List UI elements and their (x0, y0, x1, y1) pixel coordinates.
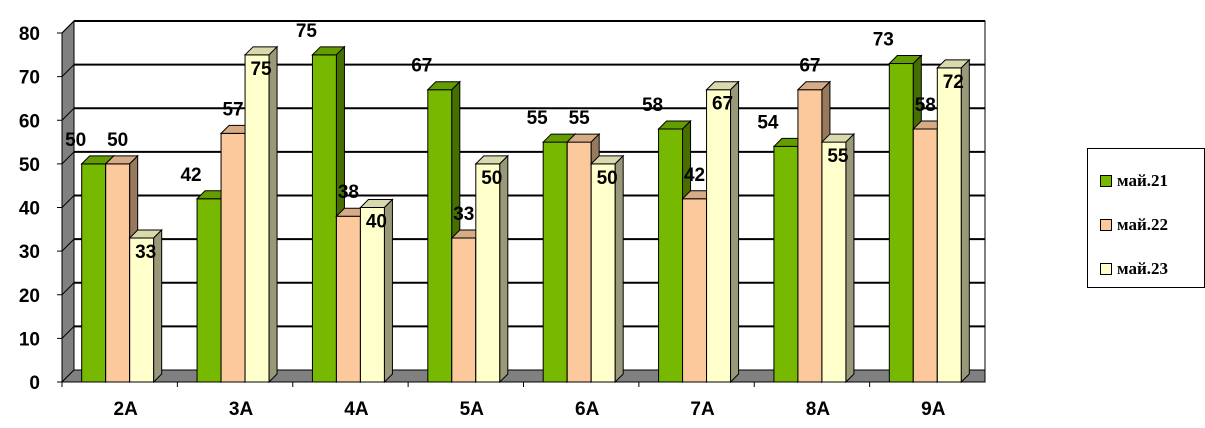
data-label: 55 (569, 108, 591, 129)
data-labels: 50 50 33 42 57 75 75 38 40 67 33 50 55 55 50 58 42 67 54 67… (65, 21, 964, 263)
data-label: 75 (250, 59, 272, 80)
gridline-side (61, 238, 75, 252)
bar-7А-май.23 (705, 80, 740, 384)
data-label: 38 (338, 182, 359, 203)
x-tick-label: 7А (690, 399, 715, 420)
bars (80, 45, 971, 384)
y-tick-label: 50 (19, 155, 40, 176)
y-tick-label: 20 (19, 286, 40, 307)
data-label: 33 (453, 204, 474, 225)
legend-item-series-3: май.23 (1100, 258, 1168, 280)
gridline-side (61, 195, 75, 208)
bar-9А-май.23 (936, 58, 971, 384)
bar-6А-май.23 (589, 154, 625, 384)
data-label: 54 (757, 112, 779, 133)
x-tick-label: 6А (575, 399, 600, 420)
data-label: 58 (915, 95, 936, 116)
data-label: 58 (642, 95, 663, 116)
data-label: 73 (873, 30, 894, 51)
data-label: 42 (180, 165, 201, 186)
legend-item-series-1: май.21 (1100, 170, 1168, 192)
data-label: 67 (799, 56, 820, 77)
legend-label-series-1: май.21 (1117, 171, 1169, 190)
x-axis: 2А 3А 4А 5А 6А 7А 8А 9А (61, 381, 985, 420)
x-tick-label: 2А (114, 399, 139, 420)
x-tick-label: 4А (344, 399, 369, 420)
data-label: 67 (411, 56, 432, 77)
legend-item-series-2: май.22 (1100, 214, 1168, 236)
legend-swatch-series-3 (1100, 263, 1112, 275)
legend-label-series-2: май.22 (1117, 215, 1169, 234)
y-tick-label: 80 (19, 24, 40, 45)
y-axis: 0 10 20 30 40 50 60 70 80 (19, 24, 63, 394)
y-tick-label: 70 (19, 68, 40, 89)
data-label: 72 (943, 72, 964, 93)
gridline-side (61, 107, 75, 121)
x-tick-label: 5А (460, 399, 485, 420)
bar-chart: 0 10 20 30 40 50 60 70 80 2А 3А 4А 5А 6А 7А 8А 9А 50 50 3… (19, 19, 986, 420)
gridline-side (61, 151, 75, 165)
y-tick-label: 0 (29, 373, 40, 394)
data-label: 67 (712, 94, 733, 115)
legend: май.21 май.22 май.23 (1087, 148, 1205, 288)
data-label: 50 (107, 130, 128, 151)
gridline-side (61, 326, 75, 339)
x-tick-label: 9А (921, 399, 946, 420)
gridline-side (61, 282, 75, 296)
data-label: 50 (597, 168, 618, 189)
bar-5А-май.23 (474, 154, 510, 384)
data-label: 50 (65, 130, 86, 151)
y-tick-label: 40 (19, 199, 40, 220)
y-tick-label: 30 (19, 242, 40, 263)
data-label: 33 (135, 242, 156, 263)
data-label: 42 (684, 165, 705, 186)
legend-swatch-series-2 (1100, 219, 1112, 231)
gridline-side (61, 64, 75, 77)
y-tick-label: 60 (19, 111, 40, 132)
data-label: 55 (827, 146, 849, 167)
bar-2А-май.23 (128, 228, 163, 384)
data-label: 50 (481, 168, 502, 189)
legend-swatch-series-1 (1100, 175, 1112, 187)
gridline-side (61, 20, 75, 34)
data-label: 40 (366, 212, 387, 233)
data-label: 55 (527, 108, 549, 129)
x-tick-label: 8А (806, 399, 831, 420)
legend-label-series-3: май.23 (1117, 259, 1169, 278)
bar-2А-май.22 (104, 154, 139, 384)
data-label: 75 (296, 21, 318, 42)
bar-4А-май.23 (359, 198, 394, 384)
bar-3А-май.23 (243, 45, 279, 384)
data-label: 57 (222, 99, 243, 120)
bar-8А-май.23 (820, 132, 856, 384)
y-tick-label: 10 (19, 329, 40, 350)
x-tick-label: 3А (229, 399, 254, 420)
